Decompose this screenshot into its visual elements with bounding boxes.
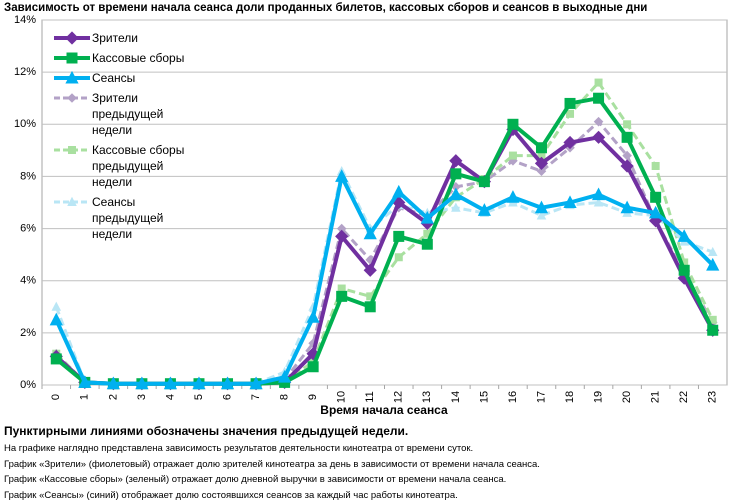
- marker: [335, 169, 348, 182]
- marker: [336, 291, 347, 302]
- note-line: График «Кассовые сборы» (зеленый) отража…: [4, 472, 540, 488]
- marker: [565, 98, 576, 109]
- marker: [67, 53, 78, 64]
- legend-icon: [52, 90, 92, 106]
- marker: [536, 142, 547, 153]
- marker: [67, 93, 77, 103]
- marker: [623, 120, 631, 128]
- legend: Зрители Кассовые сборы Сеансы Зрители преды…: [52, 30, 202, 246]
- y-tick-label: 8%: [20, 170, 36, 182]
- x-tick-label: 17: [535, 391, 547, 403]
- legend-label: Сеансы: [92, 70, 202, 86]
- legend-item: Кассовые сборы: [52, 50, 202, 66]
- note-line: График «Зрители» (фиолетовый) отражает д…: [4, 457, 540, 473]
- y-tick-label: 2%: [20, 327, 36, 339]
- y-tick-label: 0%: [20, 379, 36, 391]
- marker: [65, 31, 78, 44]
- x-tick-label: 0: [50, 394, 62, 400]
- marker: [51, 302, 61, 311]
- marker: [392, 185, 405, 198]
- legend-item: Зрители предыдущей недели: [52, 90, 202, 138]
- x-tick-label: 3: [136, 394, 148, 400]
- y-tick-label: 10%: [14, 118, 36, 130]
- marker: [450, 168, 461, 179]
- legend-icon: [52, 30, 92, 46]
- legend-item: Сеансы: [52, 70, 202, 86]
- marker: [308, 361, 319, 372]
- x-tick-label: 13: [421, 391, 433, 403]
- legend-icon: [52, 50, 92, 66]
- x-tick-label: 18: [564, 391, 576, 403]
- y-tick-label: 4%: [20, 275, 36, 287]
- marker: [595, 79, 603, 87]
- legend-label: Кассовые сборы: [92, 50, 202, 66]
- marker: [509, 152, 517, 160]
- x-tick-label: 23: [707, 391, 719, 403]
- marker: [393, 231, 404, 242]
- chart-title: Зависимость от времени начала сеанса дол…: [4, 2, 647, 14]
- legend-item: Зрители: [52, 30, 202, 46]
- x-tick-label: 7: [250, 394, 262, 400]
- marker: [679, 265, 690, 276]
- x-tick-label: 21: [650, 391, 662, 403]
- marker: [422, 239, 433, 250]
- marker: [592, 188, 605, 201]
- notes-heading: Пунктирными линиями обозначены значения …: [4, 424, 540, 438]
- x-tick-label: 8: [279, 394, 291, 400]
- x-tick-label: 2: [107, 394, 119, 400]
- legend-label: Кассовые сборы предыдущей недели: [92, 142, 202, 190]
- marker: [395, 253, 403, 261]
- marker: [507, 119, 518, 130]
- marker: [593, 93, 604, 104]
- legend-icon: [52, 70, 92, 86]
- y-tick-label: 12%: [14, 66, 36, 78]
- note-line: На графике наглядно представлена зависим…: [4, 441, 540, 457]
- legend-item: Кассовые сборы предыдущей недели: [52, 142, 202, 190]
- notes: Пунктирными линиями обозначены значения …: [4, 424, 540, 503]
- x-tick-label: 9: [307, 394, 319, 400]
- x-tick-label: 22: [678, 391, 690, 403]
- x-tick-label: 20: [621, 391, 633, 403]
- marker: [68, 146, 76, 154]
- y-tick-label: 14%: [14, 14, 36, 26]
- legend-icon: [52, 142, 92, 158]
- marker: [365, 301, 376, 312]
- marker: [506, 190, 519, 203]
- legend-label: Сеансы предыдущей недели: [92, 194, 202, 242]
- x-tick-label: 15: [478, 391, 490, 403]
- x-axis-label: Время начала сеанса: [320, 403, 448, 417]
- x-tick-label: 5: [193, 394, 205, 400]
- x-tick-label: 10: [336, 391, 348, 403]
- marker: [652, 162, 660, 170]
- marker: [479, 176, 490, 187]
- legend-label: Зрители: [92, 30, 202, 46]
- x-tick-label: 4: [164, 394, 176, 400]
- x-tick-label: 16: [507, 391, 519, 403]
- legend-item: Сеансы предыдущей недели: [52, 194, 202, 242]
- x-tick-label: 1: [79, 394, 91, 400]
- x-tick-label: 11: [364, 391, 376, 402]
- x-tick-label: 19: [592, 391, 604, 403]
- x-tick-label: 14: [450, 391, 462, 403]
- legend-label: Зрители предыдущей недели: [92, 90, 202, 138]
- y-tick-label: 6%: [20, 222, 36, 234]
- x-tick-label: 12: [393, 391, 405, 403]
- note-line: График «Сеансы» (синий) отображает долю …: [4, 488, 540, 503]
- marker: [622, 132, 633, 143]
- marker: [594, 117, 604, 127]
- x-tick-label: 6: [221, 394, 233, 400]
- legend-icon: [52, 194, 92, 210]
- marker: [51, 353, 62, 364]
- marker: [707, 325, 718, 336]
- marker: [650, 192, 661, 203]
